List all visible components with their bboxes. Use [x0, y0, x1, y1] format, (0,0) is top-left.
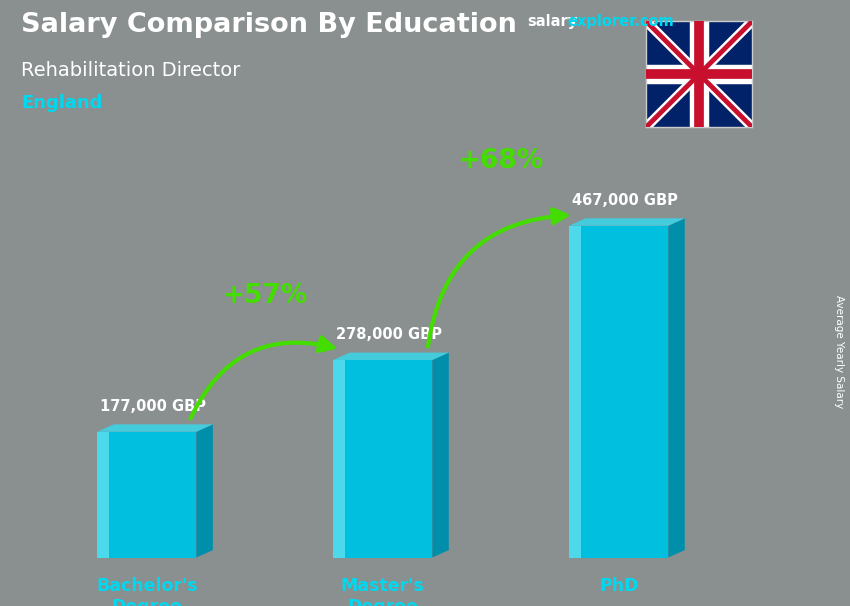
Polygon shape [433, 353, 449, 558]
Text: 467,000 GBP: 467,000 GBP [572, 193, 678, 208]
Polygon shape [97, 424, 212, 431]
Polygon shape [668, 218, 685, 558]
Text: 177,000 GBP: 177,000 GBP [100, 399, 207, 414]
Text: +57%: +57% [222, 283, 308, 308]
Text: England: England [21, 94, 103, 112]
Text: Salary Comparison By Education: Salary Comparison By Education [21, 12, 517, 38]
Text: +68%: +68% [458, 148, 543, 175]
Text: Rehabilitation Director: Rehabilitation Director [21, 61, 241, 79]
Bar [333, 360, 433, 558]
Polygon shape [196, 424, 212, 558]
Bar [333, 360, 345, 558]
Bar [97, 431, 196, 558]
Bar [570, 225, 581, 558]
Polygon shape [570, 218, 685, 225]
Text: explorer.com: explorer.com [568, 14, 675, 29]
Text: 278,000 GBP: 278,000 GBP [337, 327, 442, 342]
Polygon shape [333, 353, 449, 360]
Bar [97, 431, 109, 558]
Text: salary: salary [527, 14, 577, 29]
Text: Average Yearly Salary: Average Yearly Salary [834, 295, 844, 408]
Bar [570, 225, 668, 558]
